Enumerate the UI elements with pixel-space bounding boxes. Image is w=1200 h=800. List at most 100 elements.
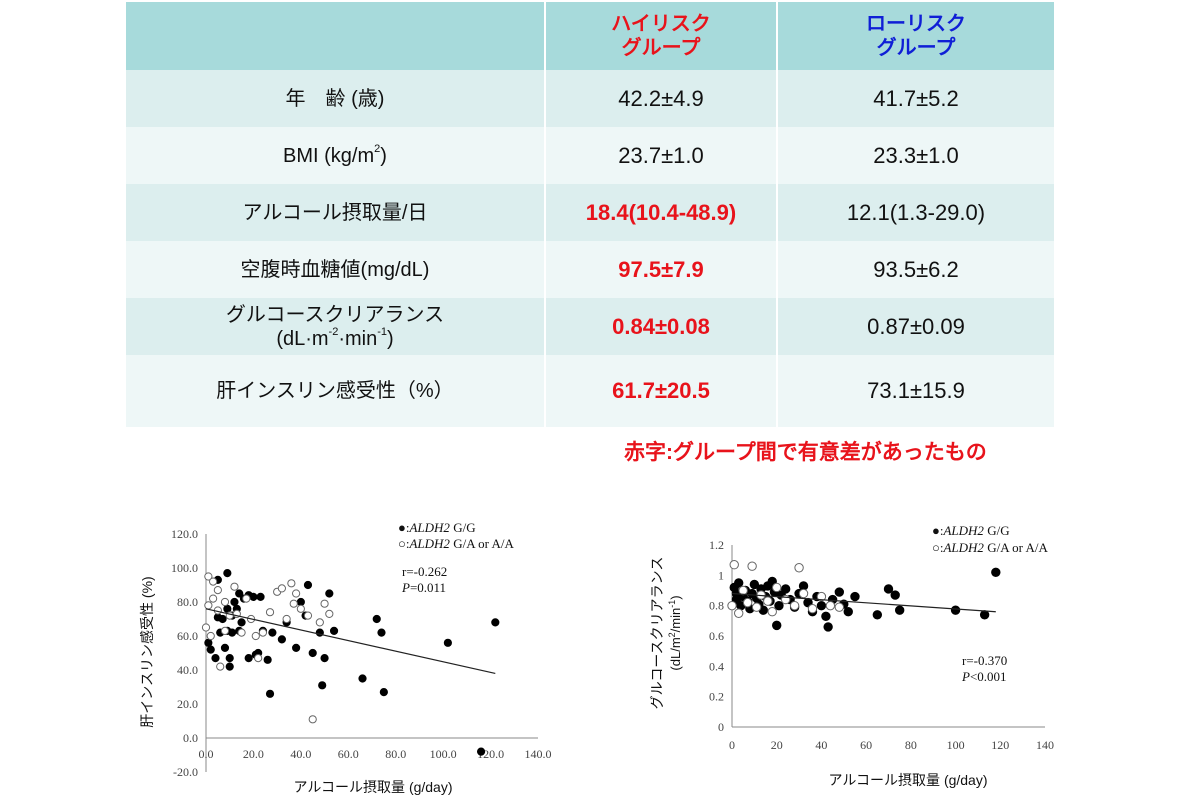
c1-point-ga: [254, 654, 263, 663]
c2-point-gg: [780, 584, 791, 594]
c1-point-gg: [296, 597, 305, 607]
insulin-sensitivity-scatter: 0.0 20.0 40.0 60.0 80.0 100.0 120.0 140.0-20.00…: [139, 520, 552, 795]
table-header-row: ハイリスク グループ ローリスク グループ: [126, 2, 1054, 70]
c1-point-ga: [282, 614, 291, 624]
chart2-legend-ga: ○:ALDH2 G/A or A/A: [932, 540, 1048, 555]
c1-x-tick-label: 0.0: [199, 747, 214, 761]
table-row-alcohol: アルコール摂取量/日 18.4(10.4-48.9) 12.1(1.3-29.0…: [126, 184, 1054, 241]
c1-point-ga: [308, 715, 317, 724]
c1-point-ga: [213, 586, 222, 595]
chart2-p-value: P<0.001: [961, 669, 1007, 684]
c2-point-ga: [825, 600, 836, 611]
clearance-label-line1: グルコースクリアランス: [225, 303, 445, 326]
c2-point-ga: [767, 607, 777, 617]
legend-gg-gene: ALDH2: [942, 523, 984, 538]
bmi-label-sup: 2: [374, 142, 381, 155]
c2-point-gg: [883, 584, 894, 594]
significance-note: 赤字:グループ間で有意差があったもの: [624, 441, 987, 464]
c2-point-ga: [727, 600, 737, 611]
c1-point-gg: [308, 648, 317, 658]
chart2-ylabel-close: ): [668, 595, 683, 599]
c2-point-gg: [774, 600, 784, 611]
legend-ga-genotype: G/A or A/A: [984, 540, 1049, 555]
c1-point-gg: [372, 614, 381, 624]
chart2-p-number: <0.001: [970, 669, 1007, 684]
cell-high-alcohol: 18.4(10.4-48.9): [544, 184, 776, 241]
c1-point-ga: [287, 579, 296, 588]
chart2-p-label: P: [961, 669, 970, 684]
c1-point-ga: [242, 594, 251, 603]
c1-point-gg: [325, 589, 334, 598]
c2-point-gg: [823, 622, 833, 632]
c1-point-gg: [268, 628, 277, 637]
c1-point-ga: [204, 601, 213, 610]
chart2-ylabel-sup1: 2: [667, 632, 677, 637]
row-label-clearance: グルコースクリアランス (dL·m-2·min-1): [126, 298, 544, 355]
c1-point-gg: [227, 628, 237, 637]
header-blank-cell: [126, 2, 544, 70]
c1-point-ga: [237, 628, 246, 637]
c1-x-tick-label: 20.0: [243, 747, 264, 761]
c1-y-tick-label: 60.0: [177, 629, 198, 643]
high-risk-label-line2: グループ: [621, 37, 701, 59]
clearance-unit-mid: ·min: [338, 327, 378, 350]
c1-point-ga: [201, 623, 211, 632]
c2-point-gg: [749, 579, 760, 590]
c2-y-tick-label: 0: [718, 720, 724, 734]
chart1-r-value: r=-0.262: [402, 564, 447, 579]
cell-low-glucose: 93.5±6.2: [776, 241, 1054, 298]
legend-gg-prefix: :: [940, 523, 944, 538]
chart1-ylabel: 肝インスリン感受性 (%): [139, 576, 155, 727]
c1-point-ga: [209, 577, 218, 586]
c2-point-ga: [751, 602, 762, 612]
row-label-age: 年 齢 (歳): [126, 70, 544, 127]
c1-point-ga: [292, 589, 301, 598]
legend-gg-genotype: G/G: [450, 520, 476, 535]
c1-point-gg: [491, 618, 500, 627]
c2-point-ga: [807, 604, 818, 614]
c1-point-gg: [358, 674, 367, 683]
chart2-axes: [731, 545, 1045, 728]
c2-point-ga: [747, 561, 757, 571]
c1-point-gg: [277, 635, 286, 644]
row-label-glucose: 空腹時血糖値(mg/dL): [126, 241, 544, 298]
c1-point-gg: [235, 589, 244, 598]
c1-x-tick-label: 60.0: [338, 747, 359, 761]
c2-point-ga: [738, 585, 748, 596]
chart2-legend: ●:ALDH2 G/G ○:ALDH2 G/A or A/A: [932, 523, 1048, 555]
chart2-xlabel: アルコール摂取量 (g/day): [828, 772, 987, 788]
clearance-unit-sup2: -1: [377, 325, 387, 338]
chart1-xlabel: アルコール摂取量 (g/day): [293, 779, 452, 795]
header-high-risk: ハイリスク グループ: [544, 2, 776, 70]
c2-point-ga: [816, 591, 827, 602]
c1-point-gg: [225, 662, 234, 671]
cell-high-insulin: 61.7±20.5: [544, 355, 776, 427]
chart2-ylabel: グルコースクリアランス (dL/m2/min-1): [649, 557, 683, 710]
clearance-label-unit: (dL·m: [276, 327, 329, 350]
cell-low-clearance: 0.87±0.09: [776, 298, 1054, 355]
c2-point-gg: [843, 607, 853, 617]
c1-point-gg: [318, 681, 327, 690]
c1-point-ga: [216, 662, 225, 671]
c1-x-tick-label: 40.0: [290, 747, 311, 761]
c1-point-ga: [265, 608, 275, 617]
c1-point-gg: [220, 643, 230, 652]
cell-low-bmi: 23.3±1.0: [776, 127, 1054, 184]
c2-point-gg: [991, 567, 1001, 577]
legend-open-circle-icon: ○: [932, 540, 940, 555]
comparison-table: ハイリスク グループ ローリスク グループ 年 齢 (歳) 42.2±4.9 4…: [126, 2, 1054, 427]
c1-point-ga: [220, 626, 230, 636]
c1-point-gg: [265, 689, 275, 698]
c1-y-tick-label: 20.0: [177, 697, 198, 711]
c1-point-gg: [292, 643, 301, 652]
chart2-ylabel-line2: (dL/m2/min-1): [667, 595, 683, 670]
legend-ga-gene: ALDH2: [408, 536, 450, 551]
c2-y-tick-label: 0.4: [709, 659, 724, 673]
legend-filled-circle-icon: ●: [398, 520, 406, 535]
c2-point-ga: [763, 596, 773, 606]
c2-point-gg: [816, 600, 827, 611]
glucose-clearance-scatter: 0 20 40 60 80 100 120 140 0 0.2 0.4 0.6 0.8 1 1.2 グルコー…: [649, 523, 1054, 788]
legend-ga-genotype: G/A or A/A: [450, 536, 515, 551]
low-risk-label-line1: ローリスク: [866, 13, 966, 35]
header-low-risk: ローリスク グループ: [776, 2, 1054, 70]
